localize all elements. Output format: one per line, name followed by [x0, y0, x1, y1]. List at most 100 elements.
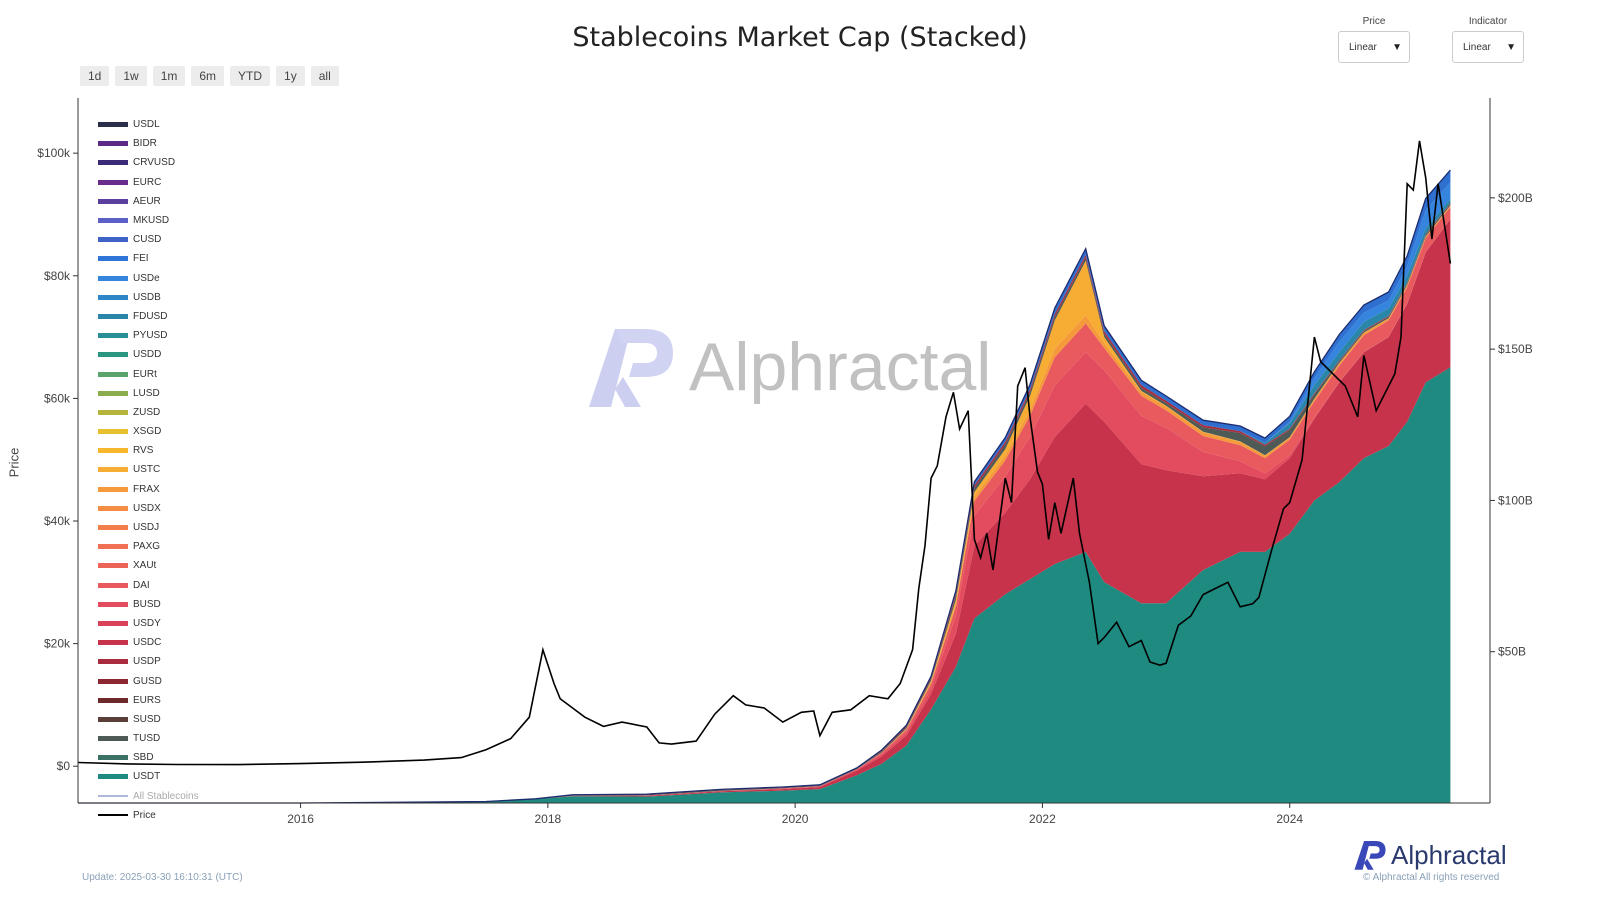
legend-swatch [98, 505, 128, 511]
range-button-ytd[interactable]: YTD [230, 66, 271, 86]
legend-item-ustc[interactable]: USTC [98, 460, 199, 479]
legend-swatch [98, 795, 128, 798]
legend-item-gusd[interactable]: GUSD [98, 671, 199, 690]
legend-swatch [98, 390, 128, 396]
legend-swatch [98, 736, 128, 742]
range-button-1w[interactable]: 1w [115, 66, 147, 86]
price-scale-dropdown[interactable]: Linear ▼ [1338, 31, 1410, 63]
y-right-tick-label: $50B [1498, 645, 1526, 659]
range-button-1y[interactable]: 1y [276, 66, 305, 86]
legend-item-usdc[interactable]: USDC [98, 633, 199, 652]
legend-item-fdusd[interactable]: FDUSD [98, 307, 199, 326]
range-button-1m[interactable]: 1m [152, 66, 186, 86]
legend-item-pyusd[interactable]: PYUSD [98, 326, 199, 345]
indicator-dropdown-label: Indicator [1468, 16, 1508, 27]
legend-label: USDD [133, 349, 162, 361]
copyright: © Alphractal All rights reserved [1363, 872, 1500, 883]
legend-swatch [98, 256, 128, 262]
price-line [77, 140, 1452, 766]
y-axis-left-label: Price [6, 447, 22, 478]
y-right-tick-label: $100B [1498, 493, 1533, 507]
legend-item-lusd[interactable]: LUSD [98, 384, 199, 403]
legend-item-cusd[interactable]: CUSD [98, 230, 199, 249]
legend-label: USDJ [133, 522, 160, 534]
legend-item-busd[interactable]: BUSD [98, 595, 199, 614]
legend-label: GUSD [133, 675, 162, 687]
indicator-scale-dropdown[interactable]: Linear ▼ [1452, 31, 1524, 63]
area-dai [78, 206, 1451, 803]
legend-item-usdd[interactable]: USDD [98, 345, 199, 364]
legend-item-mkusd[interactable]: MKUSD [98, 211, 199, 230]
legend-item-xaut[interactable]: XAUt [98, 556, 199, 575]
update-timestamp: Update: 2025-03-30 16:10:31 (UTC) [82, 872, 243, 883]
legend-item-paxg[interactable]: PAXG [98, 537, 199, 556]
legend-swatch [98, 294, 128, 300]
legend-item-eurt[interactable]: EURt [98, 364, 199, 383]
legend-item-tusd[interactable]: TUSD [98, 729, 199, 748]
legend-label: XSGD [133, 426, 162, 438]
chart-legend: USDL BIDR CRVUSD EURC AEUR MKUSD CUSD FEI USDe US… [98, 115, 199, 825]
legend-item-crvusd[interactable]: CRVUSD [98, 153, 199, 172]
price-scale-control: Price Linear ▼ [1338, 16, 1410, 63]
legend-label: CRVUSD [133, 157, 176, 169]
legend-item-usdy[interactable]: USDY [98, 614, 199, 633]
range-selector: 1d 1w 1m 6m YTD 1y all [80, 66, 339, 86]
legend-label: MKUSD [133, 215, 170, 227]
legend-item-rvs[interactable]: RVS [98, 441, 199, 460]
legend-label: XAUt [133, 560, 157, 572]
legend-swatch [98, 237, 128, 243]
y-left-tick-label: $20k [44, 637, 71, 651]
legend-item-dai[interactable]: DAI [98, 576, 199, 595]
legend-item-usdj[interactable]: USDJ [98, 518, 199, 537]
area-usdt [78, 367, 1451, 803]
legend-swatch [98, 697, 128, 703]
legend-item-eurs[interactable]: EURS [98, 691, 199, 710]
legend-label: PYUSD [133, 330, 168, 342]
legend-item-fei[interactable]: FEI [98, 249, 199, 268]
chart-axes: $0 $20k $40k $60k $80k $100k $50B $100B $150B $20… [37, 98, 1533, 826]
legend-swatch [98, 582, 128, 588]
legend-label: AEUR [133, 195, 161, 207]
y-left-tick-label: $80k [44, 269, 71, 283]
legend-item-usdl[interactable]: USDL [98, 115, 199, 134]
range-button-all[interactable]: all [310, 66, 339, 86]
legend-item-bidr[interactable]: BIDR [98, 134, 199, 153]
legend-item-xsgd[interactable]: XSGD [98, 422, 199, 441]
legend-item-usde[interactable]: USDe [98, 269, 199, 288]
legend-item-all-stablecoins[interactable]: All Stablecoins [98, 787, 199, 806]
legend-item-susd[interactable]: SUSD [98, 710, 199, 729]
legend-swatch [98, 620, 128, 626]
legend-label: EURC [133, 176, 162, 188]
legend-swatch [98, 640, 128, 646]
range-button-1d[interactable]: 1d [80, 66, 110, 86]
legend-item-usdx[interactable]: USDX [98, 499, 199, 518]
legend-swatch [98, 429, 128, 435]
legend-swatch [98, 563, 128, 569]
legend-item-usdb[interactable]: USDB [98, 288, 199, 307]
range-button-6m[interactable]: 6m [191, 66, 225, 86]
legend-label: USDe [133, 272, 160, 284]
legend-swatch [98, 352, 128, 358]
legend-label: ZUSD [133, 406, 161, 418]
price-dropdown-value: Linear [1349, 41, 1377, 53]
legend-label: EURt [133, 368, 157, 380]
legend-item-frax[interactable]: FRAX [98, 480, 199, 499]
legend-swatch [98, 716, 128, 722]
y-left-tick-label: $0 [57, 759, 71, 773]
legend-item-sbd[interactable]: SBD [98, 748, 199, 767]
legend-label: DAI [133, 579, 150, 591]
x-tick-label: 2020 [782, 812, 809, 826]
legend-swatch [98, 198, 128, 204]
x-tick-label: 2022 [1029, 812, 1056, 826]
legend-item-usdp[interactable]: USDP [98, 652, 199, 671]
legend-item-usdt[interactable]: USDT [98, 767, 199, 786]
y-right-tick-label: $200B [1498, 191, 1533, 205]
legend-item-aeur[interactable]: AEUR [98, 192, 199, 211]
legend-swatch [98, 544, 128, 550]
legend-label: USDC [133, 637, 162, 649]
legend-item-price[interactable]: Price [98, 806, 199, 825]
legend-label: FDUSD [133, 310, 168, 322]
legend-item-eurc[interactable]: EURC [98, 173, 199, 192]
legend-item-zusd[interactable]: ZUSD [98, 403, 199, 422]
